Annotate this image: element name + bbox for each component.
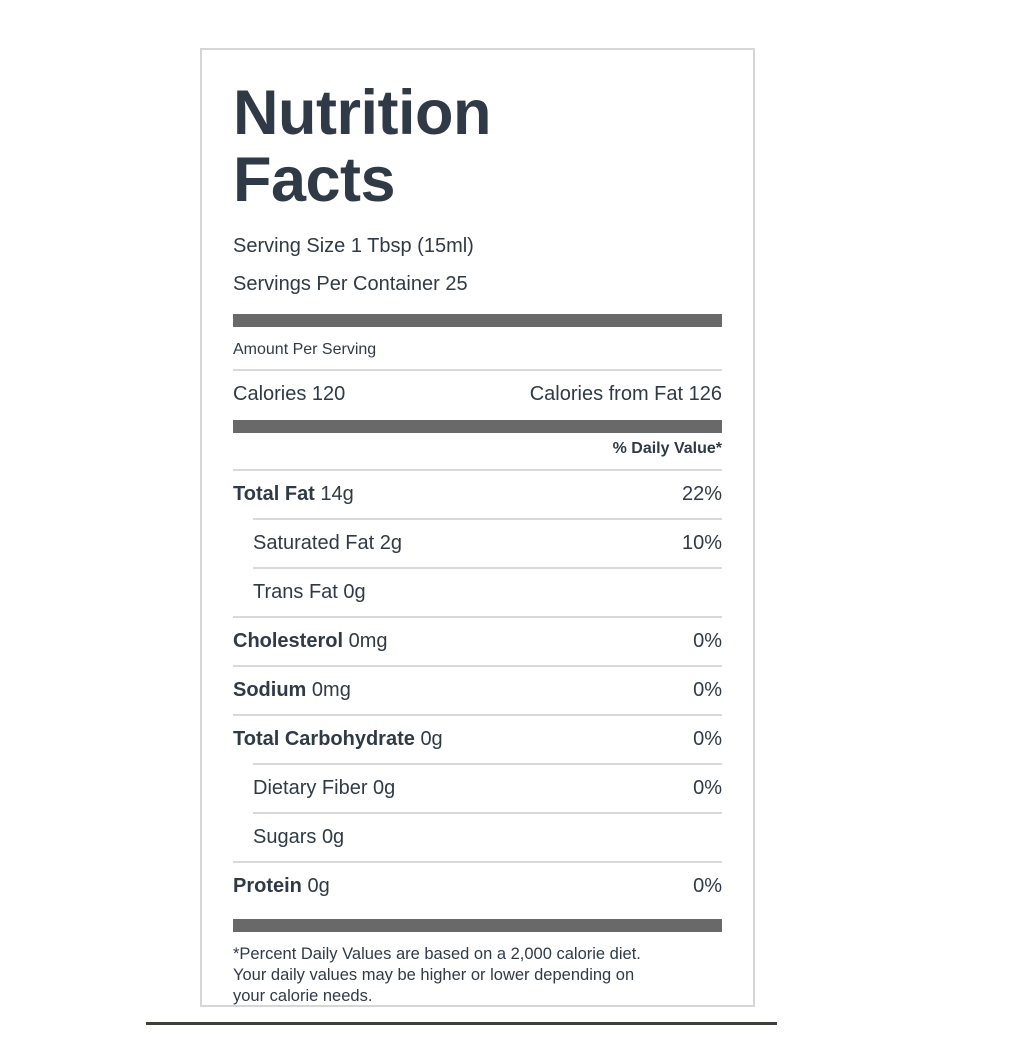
nutrient-amount: 0mg <box>348 629 388 652</box>
nutrient-amount: 2g <box>379 531 402 554</box>
nutrient-name: Total Carbohydrate <box>233 727 415 750</box>
servings-per-container: Servings Per Container 25 <box>233 272 468 295</box>
nutrient-dv: 22% <box>681 482 722 505</box>
nutrient-amount: 14g <box>320 482 354 505</box>
calories-from-fat-value: Calories from Fat 126 <box>529 382 722 405</box>
serving-size: Serving Size 1 Tbsp (15ml) <box>233 234 474 257</box>
daily-value-header: % Daily Value* <box>612 439 722 457</box>
nutrient-dv: 0% <box>693 776 722 799</box>
nutrient-name: Trans Fat <box>253 580 338 603</box>
nutrient-row-dietary-fiber: Dietary Fiber 0g 0% <box>253 762 722 812</box>
calories-row: Calories 120 Calories from Fat 126 <box>233 368 722 420</box>
nutrient-row-cholesterol: Cholesterol 0mg 0% <box>233 615 722 665</box>
nutrient-row-total-carbohydrate: Total Carbohydrate 0g 0% <box>233 713 722 763</box>
nutrient-name: Protein <box>233 874 302 897</box>
nutrient-name: Sodium <box>233 678 307 701</box>
nutrient-name: Saturated Fat <box>253 531 375 554</box>
nutrient-dv: 0% <box>693 874 722 897</box>
daily-value-footnote: *Percent Daily Values are based on a 2,0… <box>233 944 641 1005</box>
nutrient-amount: 0g <box>373 776 396 799</box>
nutrient-dv: 0% <box>693 678 722 701</box>
nutrition-facts-label: Nutrition Facts Serving Size 1 Tbsp (15m… <box>200 48 755 1007</box>
nutrient-dv: 0% <box>693 629 722 652</box>
nutrient-row-sodium: Sodium 0mg 0% <box>233 664 722 714</box>
nutrient-name: Dietary Fiber <box>253 776 368 799</box>
nutrient-row-total-fat: Total Fat 14g 22% <box>233 468 722 518</box>
nutrient-amount: 0g <box>343 580 366 603</box>
thick-divider-bottom <box>233 918 722 932</box>
nutrient-name: Sugars <box>253 825 317 848</box>
nutrient-row-saturated-fat: Saturated Fat 2g 10% <box>253 517 722 567</box>
nutrient-dv: 0% <box>693 727 722 750</box>
nutrient-row-trans-fat: Trans Fat 0g <box>253 566 722 616</box>
nutrient-row-sugars: Sugars 0g <box>253 811 722 861</box>
nutrient-amount: 0mg <box>311 678 351 701</box>
nutrient-amount: 0g <box>420 727 443 750</box>
nutrient-name: Total Fat <box>233 482 315 505</box>
thick-divider-top <box>233 313 722 327</box>
nutrient-row-protein: Protein 0g 0% <box>233 860 722 910</box>
nutrient-dv: 10% <box>681 531 722 554</box>
bottom-divider <box>146 1022 777 1025</box>
calories-value: Calories 120 <box>233 382 346 405</box>
nutrient-amount: 0g <box>307 874 330 897</box>
amount-per-serving-label: Amount Per Serving <box>233 340 377 358</box>
nutrient-name: Cholesterol <box>233 629 344 652</box>
nutrient-amount: 0g <box>321 825 345 848</box>
label-title: Nutrition Facts <box>233 78 491 215</box>
thick-divider-middle <box>233 419 722 433</box>
